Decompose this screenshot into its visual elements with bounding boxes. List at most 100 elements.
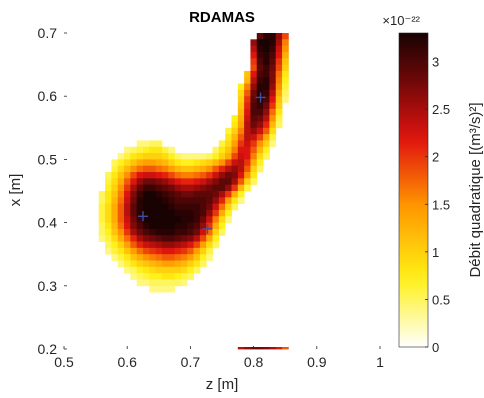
heatmap-cell (187, 273, 194, 280)
x-axis-label: z [m] (206, 376, 239, 393)
heatmap-cell (180, 279, 188, 287)
heatmap-cell (244, 178, 251, 186)
heatmap-cell (206, 216, 213, 223)
heatmap-cell (174, 260, 182, 268)
colorbar-tick-label: 2.5 (432, 102, 450, 117)
heatmap-cell (149, 241, 157, 249)
heatmap-cell (136, 279, 144, 287)
heatmap-cell (155, 260, 163, 268)
heatmap-cell (143, 184, 150, 192)
y-tick-label: 0.6 (38, 88, 58, 104)
heatmap-cell (124, 146, 131, 154)
heatmap-cell (237, 102, 245, 110)
heatmap-cell (244, 108, 251, 116)
heatmap-cell (180, 222, 188, 230)
heatmap-cell (193, 216, 201, 223)
heatmap-cell (187, 178, 194, 186)
heatmap-cell (269, 134, 277, 141)
source-marker (255, 92, 266, 103)
heatmap-cell (161, 260, 169, 268)
heatmap-cell (225, 216, 232, 223)
heatmap-cell (105, 247, 112, 255)
heatmap-cell (256, 33, 264, 40)
y-tick-label: 0.4 (38, 215, 58, 231)
heatmap-cell (111, 191, 119, 198)
heatmap-cell (143, 209, 150, 217)
heatmap-cell (193, 228, 201, 236)
heatmap-cell (149, 216, 157, 223)
heatmap-cell (231, 146, 239, 154)
heatmap-cell (149, 159, 157, 167)
heatmap-cell (250, 153, 258, 160)
heatmap-cell (143, 222, 150, 230)
heatmap-cell (206, 178, 213, 186)
heatmap-cell (269, 70, 277, 78)
heatmap-cell (256, 102, 264, 110)
heatmap-cell (124, 235, 131, 242)
heatmap-cell (117, 228, 125, 236)
heatmap-cell (244, 77, 251, 84)
heatmap-cell (237, 178, 245, 186)
heatmap-cell (250, 39, 258, 47)
heatmap-cell (174, 228, 182, 236)
heatmap-cell (130, 260, 138, 268)
heatmap-cell (187, 266, 194, 274)
heatmap-cell (269, 64, 277, 72)
heatmap-cell (174, 197, 182, 205)
heatmap-cell (174, 165, 182, 173)
heatmap-cell (155, 159, 163, 167)
heatmap-cell (168, 222, 175, 230)
heatmap-cell (275, 121, 283, 129)
heatmap-cell (143, 159, 150, 167)
heatmap-cell (149, 184, 157, 192)
heatmap-cell (282, 77, 289, 84)
heatmap-cell (124, 222, 131, 230)
heatmap-cell (256, 134, 264, 141)
heatmap-cell (111, 184, 119, 192)
heatmap-cell (193, 241, 201, 249)
heatmap-cell (237, 191, 245, 198)
heatmap-cell (275, 77, 283, 84)
heatmap-cell (218, 178, 226, 186)
heatmap-cell (130, 209, 138, 217)
heatmap-cell (174, 247, 182, 255)
heatmap-cell (237, 83, 245, 91)
heatmap-cell (282, 96, 289, 103)
heatmap-cell (124, 228, 131, 236)
heatmap-cell (237, 159, 245, 167)
heatmap-cell (237, 140, 245, 148)
heatmap-cell (256, 146, 264, 154)
heatmap-cell (193, 178, 201, 186)
heatmap-cell (136, 235, 144, 242)
heatmap-cell (136, 146, 144, 154)
heatmap-cell (269, 347, 277, 350)
heatmap-cell (161, 254, 169, 261)
heatmap-cell (263, 153, 270, 160)
heatmap-cell (149, 285, 157, 293)
heatmap-cell (143, 273, 150, 280)
heatmap-cell (161, 241, 169, 249)
heatmap-cell (187, 153, 194, 160)
heatmap-cell (256, 58, 264, 65)
heatmap-cell (263, 140, 270, 148)
heatmap-cell (250, 77, 258, 84)
heatmap-cell (244, 153, 251, 160)
heatmap-cell (130, 184, 138, 192)
heatmap-cell (244, 347, 251, 350)
colorbar-tick-label: 0 (432, 340, 439, 355)
heatmap-cell (193, 159, 201, 167)
heatmap-cell (174, 273, 182, 280)
heatmap-cell (263, 347, 270, 350)
heatmap-cell (244, 159, 251, 167)
heatmap-cell (174, 178, 182, 186)
heatmap-cell (275, 347, 283, 350)
heatmap-cell (206, 209, 213, 217)
heatmap-cell (130, 222, 138, 230)
colorbar-tick-label: 1.5 (432, 197, 450, 212)
heatmap-cell (244, 184, 251, 192)
heatmap-cell (187, 254, 194, 261)
heatmap-cell (231, 140, 239, 148)
heatmap-cell (130, 241, 138, 249)
heatmap-cell (275, 115, 283, 122)
